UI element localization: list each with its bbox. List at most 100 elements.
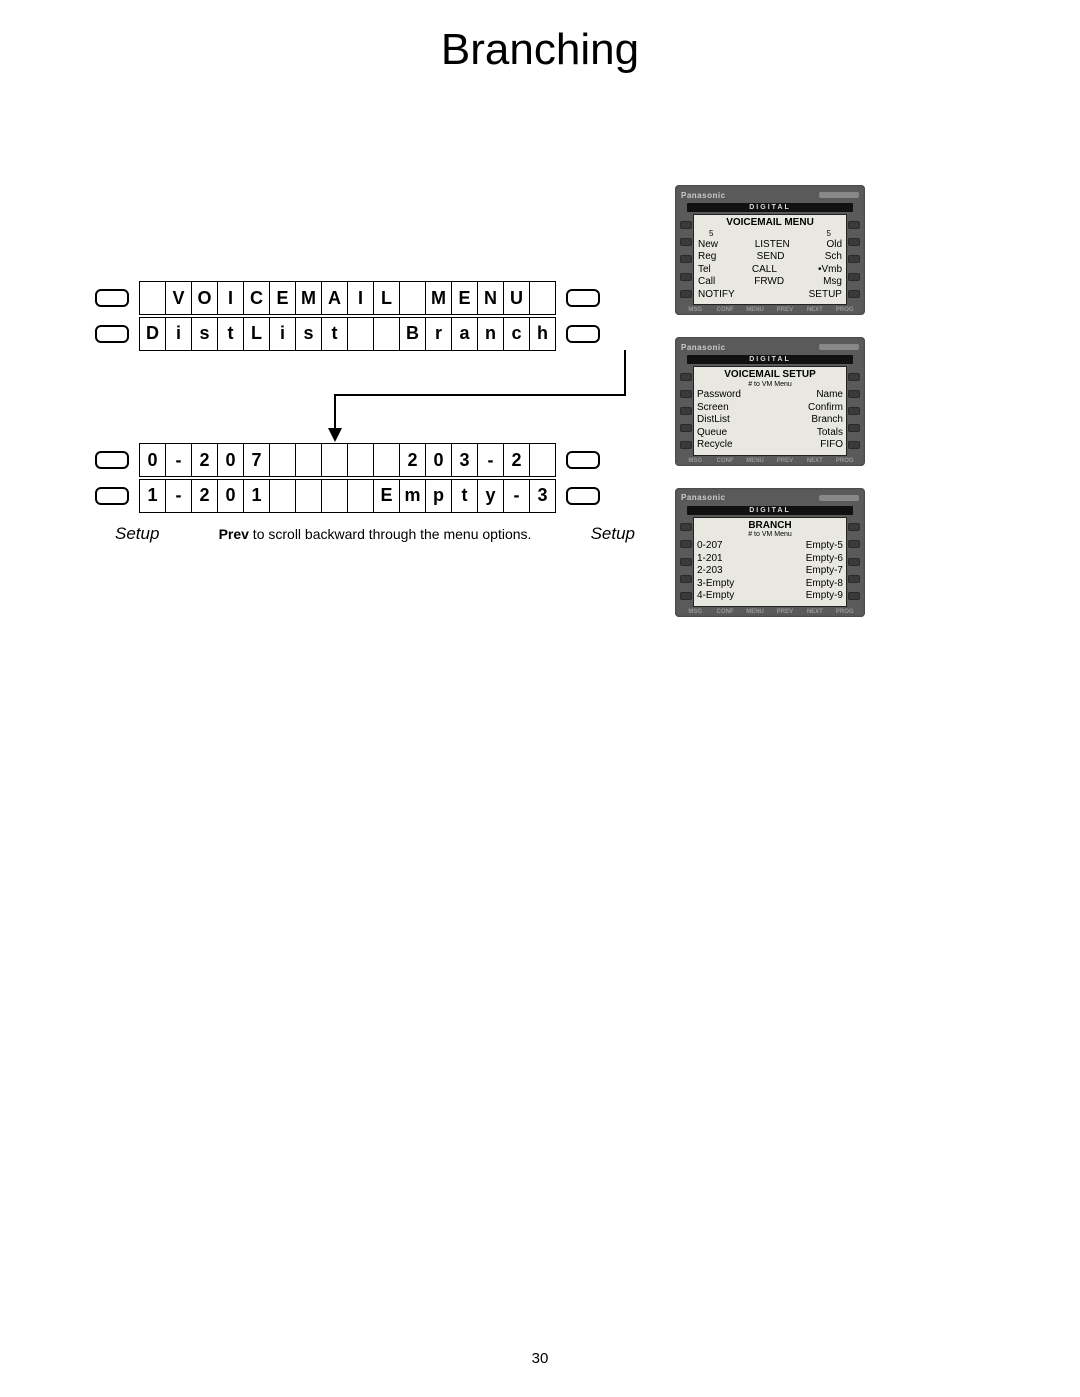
lcd-diagrams: VOICEMAILMENU DistListBranch 0-207203-2 [95,180,655,544]
phone2-screen: VOICEMAIL SETUP # to VM Menu PasswordNam… [693,366,847,456]
side-button [566,289,600,307]
lcd-cell [321,479,348,513]
lcd-cell [373,317,400,351]
lcd-cell [347,479,374,513]
softkey-label: MSG [681,458,709,464]
softkey-label: NEXT [801,458,829,464]
lcd-cell [347,317,374,351]
speaker-slot [819,344,859,350]
softkey-label: PREV [771,458,799,464]
lcd-cell: N [477,281,504,315]
lcd-cell: 3 [529,479,556,513]
screen-cell: CALL [752,264,777,277]
screen-cell: SETUP [809,289,842,302]
lcd-cell: E [451,281,478,315]
side-button [566,451,600,469]
softkey-label: NEXT [801,609,829,615]
page-number: 30 [0,1350,1080,1367]
lcd-cell [373,443,400,477]
screen-cell: Sch [825,251,842,264]
lcd-cell: n [477,317,504,351]
softkey-label: PREV [771,307,799,313]
screen-cell: FRWD [754,276,784,289]
screen-cell: NOTIFY [698,289,735,302]
screen-row: 1-201Empty-6 [697,553,843,566]
softkey-label: CONF [711,609,739,615]
setup-label-right: Setup [591,524,635,544]
lcd-cell: C [243,281,270,315]
screen-cell: Confirm [770,402,843,415]
side-button [95,487,129,505]
digital-label: DIGITAL [687,506,853,515]
lcd-block-1: VOICEMAILMENU DistListBranch [95,280,655,352]
screen-cell: Name [770,389,843,402]
lcd-cell: L [373,281,400,315]
softkey-label: PROG [831,609,859,615]
lcd-cell: 0 [217,479,244,513]
screen-row: RecycleFIFO [697,439,843,452]
screen-cell: 1-201 [697,553,770,566]
lcd-cell: 1 [243,479,270,513]
screen-cell: DistList [697,414,770,427]
softkey-label: CONF [711,458,739,464]
lcd-cell: 1 [139,479,166,513]
phone3-sub: # to VM Menu [697,531,843,540]
screen-row: 0-207Empty-5 [697,540,843,553]
screen-cell: Tel [698,264,711,277]
lcd-cell: s [295,317,322,351]
screen-row: Call FRWD Msg [697,276,843,289]
hint-bold: Prev [219,526,249,542]
right-side-keys [847,517,861,607]
lcd-cell: p [425,479,452,513]
lcd-cell: 2 [503,443,530,477]
setup-label-left: Setup [115,524,159,544]
screen-cell: Call [698,276,715,289]
lcd-cell [139,281,166,315]
softkey-label: NEXT [801,307,829,313]
screen-row: QueueTotals [697,427,843,440]
lcd-cell: - [165,443,192,477]
lcd-cell: - [477,443,504,477]
hint-text: Prev to scroll backward through the menu… [159,526,590,542]
screen-cell: Totals [770,427,843,440]
lcd-cell: - [503,479,530,513]
lcd-cell: y [477,479,504,513]
phone-screenshots: Panasonic DIGITAL VOICEMAIL MENU 5 5 New… [675,185,875,639]
screen-cell: Password [697,389,770,402]
screen-cell: Queue [697,427,770,440]
side-button [566,325,600,343]
lcd-cell: t [321,317,348,351]
screen-row: 4-EmptyEmpty-9 [697,590,843,603]
screen-row: TelCALL•Vmb [697,264,843,277]
softkey-label: CONF [711,307,739,313]
screen-cell: 4-Empty [697,590,770,603]
lcd-cell [347,443,374,477]
phone1-subnum-r: 5 [827,229,831,239]
lcd-cell: V [165,281,192,315]
page-title: Branching [0,25,1080,75]
screen-cell: Recycle [697,439,770,452]
lcd-cell [399,281,426,315]
lcd-cell: 7 [243,443,270,477]
screen-cell: Empty-7 [770,565,843,578]
lcd-cell: M [425,281,452,315]
phone-brand: Panasonic [681,493,726,502]
lcd-cell: - [165,479,192,513]
screen-cell: Msg [823,276,842,289]
phone3-screen: BRANCH # to VM Menu 0-207Empty-51-201Emp… [693,517,847,607]
digital-label: DIGITAL [687,203,853,212]
lcd1-row1: VOICEMAILMENU [95,280,655,316]
lcd-cell: t [217,317,244,351]
lcd-cell: I [217,281,244,315]
side-button [95,451,129,469]
lcd2-row2: 1-201Empty-3 [95,478,655,514]
phone1-subnum-l: 5 [709,229,713,239]
lcd-cell: D [139,317,166,351]
screen-cell: New [698,239,718,252]
lcd-cell: L [243,317,270,351]
lcd-cell: t [451,479,478,513]
screen-cell: Empty-6 [770,553,843,566]
screen-row: RegSENDSch [697,251,843,264]
screen-cell: 3-Empty [697,578,770,591]
lcd-cell [295,443,322,477]
